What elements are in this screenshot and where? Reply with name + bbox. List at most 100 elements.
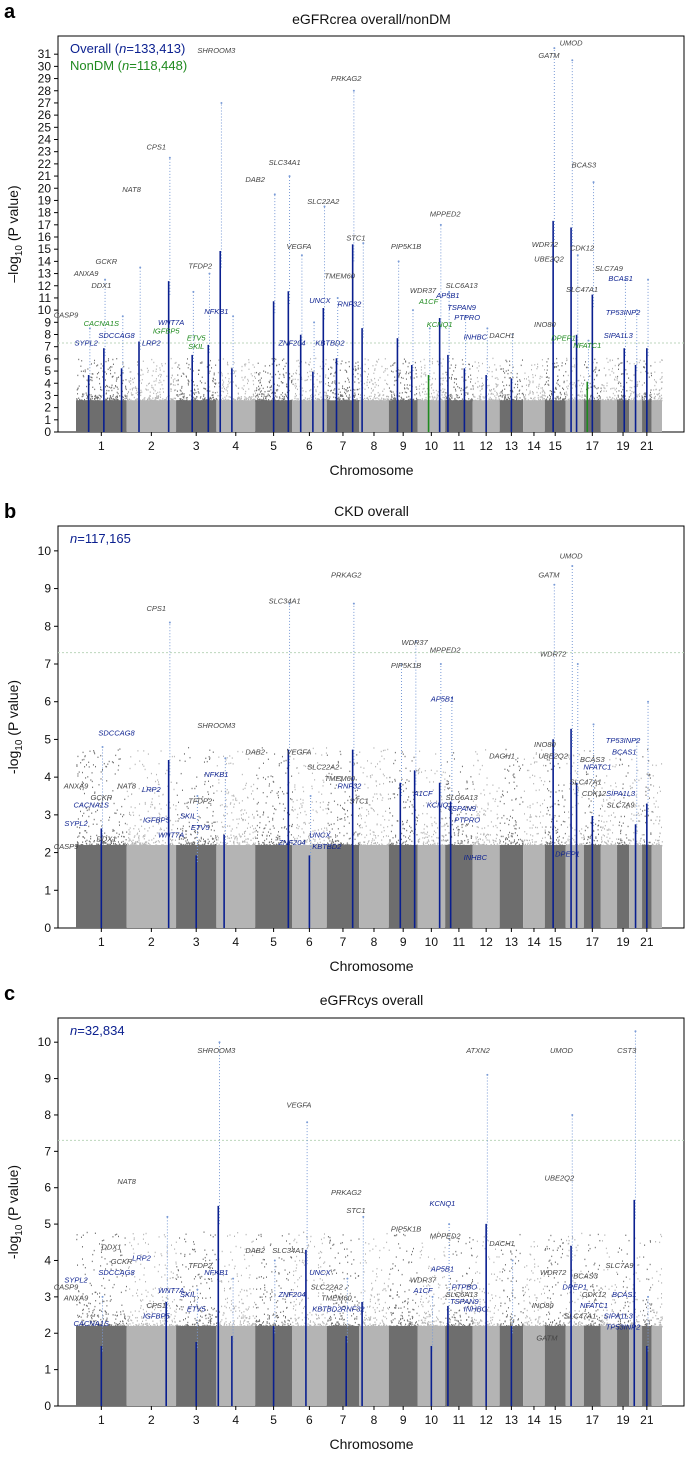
- y-tick-label: 11: [39, 291, 52, 305]
- y-tick-label: 3: [44, 388, 51, 402]
- snp-point: [303, 831, 305, 833]
- snp-point: [114, 773, 116, 775]
- snp-point: [434, 378, 436, 380]
- snp-point: [384, 370, 386, 372]
- snp-point: [233, 370, 235, 373]
- snp-point: [84, 837, 86, 839]
- snp-point: [86, 400, 88, 402]
- y-tick-label: 14: [38, 254, 52, 268]
- snp-point: [163, 834, 165, 836]
- snp-point: [258, 389, 260, 391]
- snp-point: [609, 400, 611, 402]
- snp-point: [363, 382, 365, 385]
- snp-point: [209, 397, 211, 400]
- snp-point: [86, 843, 88, 845]
- chromosome-band: [216, 845, 256, 928]
- snp-point: [296, 816, 298, 819]
- snp-point: [176, 832, 178, 835]
- snp-point: [476, 376, 478, 379]
- snp-point: [471, 399, 473, 401]
- snp-point: [172, 398, 174, 400]
- snp-point: [425, 381, 427, 383]
- snp-point: [241, 387, 243, 389]
- snp-point: [79, 398, 81, 401]
- y-tick-label: 31: [38, 47, 52, 61]
- snp-point: [354, 365, 356, 368]
- snp-point: [337, 393, 339, 396]
- snp-point: [224, 843, 226, 846]
- snp-point: [440, 362, 442, 364]
- snp-point: [363, 767, 365, 769]
- snp-point: [105, 373, 107, 375]
- snp-point: [624, 395, 626, 397]
- snp-point: [425, 398, 427, 401]
- snp-point: [354, 394, 356, 397]
- snp-point: [79, 400, 81, 402]
- snp-point: [84, 369, 86, 371]
- snp-point: [505, 397, 507, 399]
- snp-point: [81, 783, 83, 786]
- gene-label: GATM: [538, 51, 560, 60]
- snp-point: [309, 838, 311, 841]
- snp-point: [478, 362, 480, 364]
- y-tick-label: 7: [44, 657, 51, 671]
- snp-point: [498, 398, 500, 400]
- snp-point: [300, 812, 302, 814]
- snp-point: [441, 399, 443, 401]
- snp-point: [77, 842, 79, 844]
- snp-point: [375, 364, 377, 366]
- snp-point: [409, 835, 411, 837]
- snp-point: [474, 361, 476, 363]
- snp-point: [508, 384, 510, 387]
- snp-point: [323, 834, 325, 836]
- snp-point: [153, 361, 155, 364]
- snp-point: [207, 797, 209, 800]
- snp-point: [248, 400, 250, 402]
- snp-point: [158, 795, 160, 797]
- snp-point: [105, 842, 107, 844]
- snp-point: [427, 836, 429, 839]
- snp-point: [416, 399, 418, 401]
- snp-point: [242, 841, 244, 843]
- snp-point: [341, 394, 343, 396]
- snp-point: [155, 819, 157, 821]
- snp-point: [286, 397, 288, 399]
- snp-point: [539, 375, 541, 378]
- snp-point: [241, 809, 243, 811]
- snp-point: [325, 398, 327, 401]
- snp-point: [438, 395, 440, 397]
- snp-point: [358, 815, 360, 817]
- snp-point: [348, 379, 350, 381]
- snp-point: [629, 379, 631, 381]
- snp-point: [481, 377, 483, 380]
- snp-point: [574, 397, 576, 399]
- snp-point: [543, 398, 545, 400]
- snp-point: [254, 398, 256, 401]
- snp-point: [353, 834, 355, 836]
- snp-point: [617, 357, 619, 360]
- snp-point: [266, 834, 268, 837]
- snp-point: [193, 842, 195, 844]
- y-tick-label: 10: [38, 544, 52, 558]
- snp-point: [314, 399, 316, 402]
- snp-point: [661, 387, 663, 389]
- snp-point: [533, 397, 535, 400]
- snp-point: [347, 816, 349, 818]
- snp-point: [165, 400, 167, 402]
- snp-point: [130, 377, 132, 379]
- snp-point: [419, 767, 421, 770]
- snp-point: [661, 372, 663, 374]
- snp-point: [553, 390, 555, 393]
- snp-point: [141, 790, 143, 793]
- snp-point: [457, 397, 459, 399]
- snp-point: [244, 392, 246, 395]
- snp-point: [144, 834, 146, 836]
- snp-point: [258, 385, 260, 388]
- snp-point: [655, 388, 657, 391]
- snp-point: [182, 838, 184, 840]
- snp-point: [532, 380, 534, 382]
- snp-point: [172, 843, 174, 846]
- snp-point: [112, 363, 114, 365]
- snp-point: [611, 400, 613, 402]
- snp-point: [449, 367, 451, 369]
